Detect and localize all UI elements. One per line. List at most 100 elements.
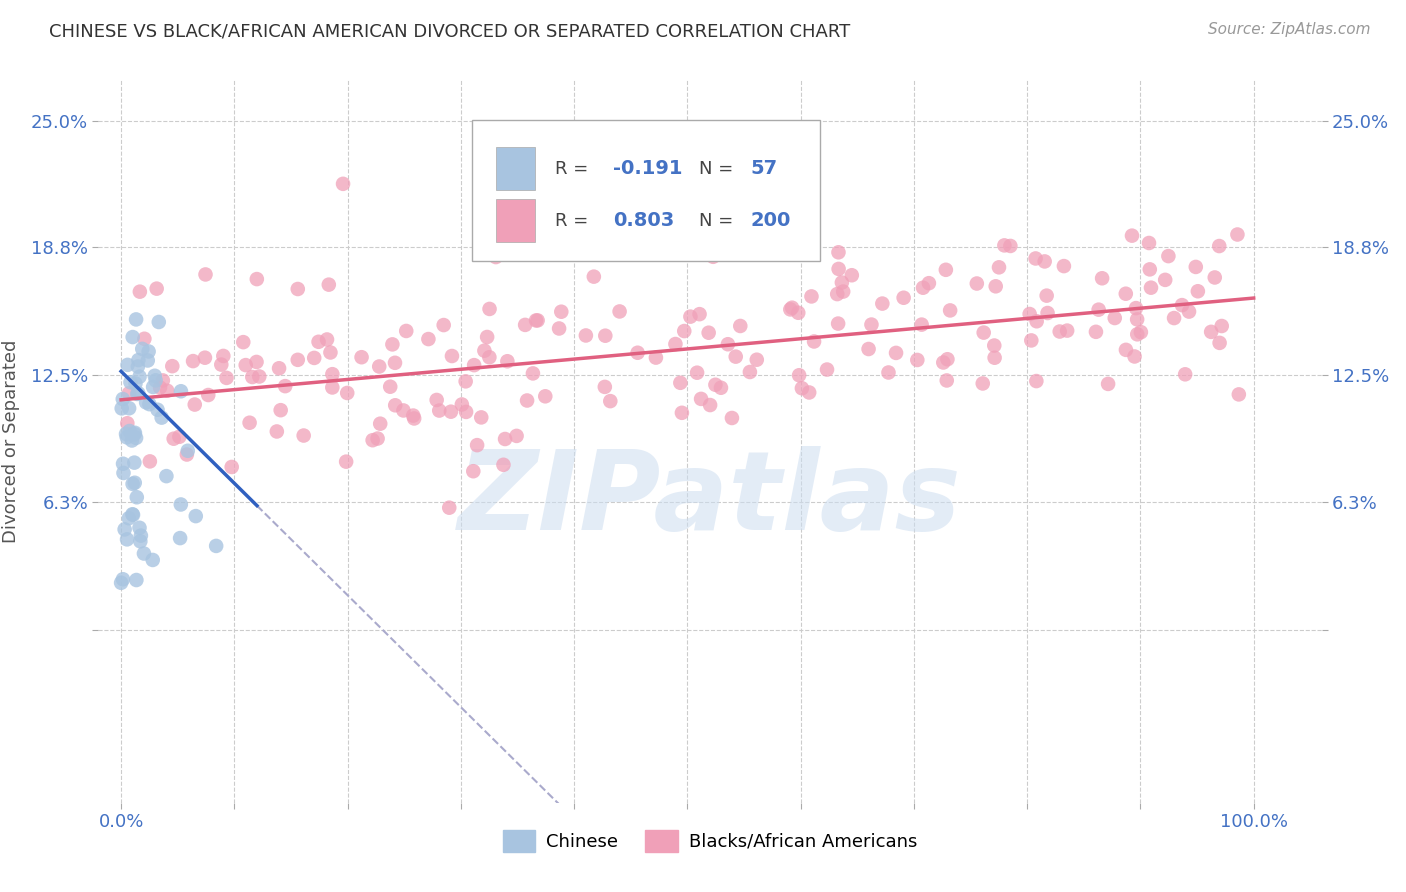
Point [1025, 314, 1047, 328]
Point [827, 261, 849, 276]
Point [267, 361, 290, 376]
Point [156, 384, 179, 398]
Point [745, 352, 768, 367]
Point [717, 337, 740, 351]
Point [117, 417, 139, 431]
Point [1121, 228, 1143, 243]
Point [308, 334, 330, 349]
Point [595, 328, 617, 343]
Point [575, 328, 598, 343]
Point [125, 573, 148, 587]
Point [1126, 327, 1149, 342]
Point [1178, 304, 1201, 318]
Point [779, 302, 801, 317]
Point [194, 351, 217, 365]
Point [1123, 350, 1146, 364]
Point [169, 531, 191, 545]
Point [125, 490, 148, 504]
Point [152, 373, 174, 387]
Point [534, 389, 557, 403]
Point [118, 386, 141, 401]
Point [780, 301, 803, 315]
Point [125, 312, 148, 326]
Point [790, 381, 813, 395]
Point [440, 349, 463, 363]
Legend: Chinese, Blacks/African Americans: Chinese, Blacks/African Americans [496, 822, 924, 859]
Point [860, 318, 883, 332]
Point [993, 238, 1015, 252]
Point [450, 397, 472, 411]
Point [350, 350, 373, 364]
Point [1126, 312, 1149, 326]
Point [142, 380, 165, 394]
Point [145, 282, 167, 296]
Point [1137, 235, 1160, 250]
Point [966, 277, 988, 291]
Y-axis label: Divorced or Separated: Divorced or Separated [1, 340, 20, 543]
Point [150, 410, 173, 425]
Point [270, 403, 292, 417]
Point [146, 402, 169, 417]
Point [526, 313, 548, 327]
Point [1226, 227, 1249, 242]
Point [550, 304, 572, 318]
Point [170, 384, 193, 399]
Point [1140, 281, 1163, 295]
Point [787, 306, 810, 320]
Point [1208, 239, 1230, 253]
Point [1025, 252, 1047, 266]
Point [404, 411, 426, 425]
Point [127, 359, 149, 374]
Point [645, 351, 668, 365]
Point [983, 338, 1005, 352]
Point [287, 282, 309, 296]
Point [129, 534, 152, 549]
Point [336, 386, 359, 401]
Point [465, 438, 488, 452]
Point [935, 262, 957, 277]
Point [194, 268, 217, 282]
FancyBboxPatch shape [471, 120, 820, 260]
Point [984, 279, 1007, 293]
Point [266, 425, 288, 439]
Point [136, 353, 159, 368]
Point [689, 307, 711, 321]
Point [368, 359, 391, 374]
Point [686, 366, 709, 380]
Point [215, 371, 238, 385]
Point [427, 403, 450, 417]
Point [335, 455, 357, 469]
Point [671, 406, 693, 420]
FancyBboxPatch shape [496, 200, 536, 242]
Point [505, 429, 527, 443]
Point [1097, 376, 1119, 391]
Point [690, 392, 713, 406]
Point [1174, 368, 1197, 382]
Point [787, 368, 810, 383]
Point [936, 352, 959, 367]
Point [1000, 239, 1022, 253]
Point [127, 386, 149, 401]
Point [440, 405, 463, 419]
Point [699, 398, 721, 412]
Point [1204, 270, 1226, 285]
Point [1104, 311, 1126, 326]
Point [496, 354, 519, 368]
Point [599, 394, 621, 409]
Point [1211, 318, 1233, 333]
Point [292, 428, 315, 442]
Point [121, 476, 143, 491]
Point [513, 318, 536, 332]
Point [841, 268, 863, 283]
Point [384, 398, 406, 412]
Point [121, 434, 143, 448]
Point [1035, 288, 1057, 302]
Point [232, 335, 254, 350]
Point [319, 345, 342, 359]
Point [1163, 311, 1185, 326]
Point [381, 337, 404, 351]
Point [367, 432, 389, 446]
Point [939, 303, 962, 318]
Point [470, 410, 492, 425]
Point [117, 358, 139, 372]
